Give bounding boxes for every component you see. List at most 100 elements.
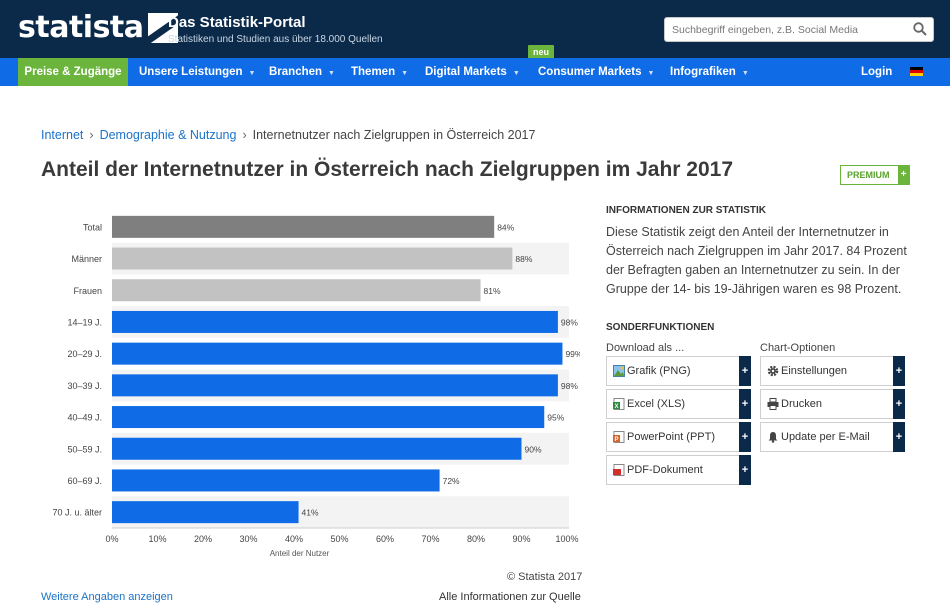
bar-chart: Total 84% Männer 88% Frauen 81% 14–19 J. 98% 20–… (52, 215, 580, 558)
bar (112, 342, 563, 365)
category-label: 60–69 J. (67, 476, 102, 486)
button-label: Update per E-Mail (781, 431, 870, 443)
category-label: Total (83, 222, 102, 232)
bell-icon (768, 432, 778, 443)
print-button[interactable]: Drucken + (760, 389, 905, 419)
breadcrumb-current: Internetnutzer nach Zielgruppen in Öster… (252, 128, 536, 142)
download-pdf-button[interactable]: PDF-Dokument + (606, 455, 751, 485)
nav-label: Branchen (269, 66, 323, 78)
new-badge: neu (528, 45, 555, 59)
nav-label: Unsere Leistungen (139, 66, 243, 78)
breadcrumb-demographie[interactable]: Demographie & Nutzung (99, 128, 237, 142)
bar (112, 501, 299, 524)
bar (112, 215, 495, 238)
button-label: Einstellungen (781, 365, 848, 377)
nav-item-preise[interactable]: Preise & Zugänge (18, 58, 128, 86)
svg-text:X: X (615, 404, 619, 410)
german-flag-icon[interactable] (910, 67, 923, 76)
gear-icon (767, 365, 779, 377)
x-tick-label: 70% (421, 534, 439, 544)
category-label: 40–49 J. (67, 413, 102, 423)
x-tick-label: 80% (467, 534, 485, 544)
bar (112, 406, 545, 429)
value-label: 95% (547, 413, 564, 423)
breadcrumb: Internet › Demographie & Nutzung › Internetn… (41, 128, 535, 142)
bar (112, 437, 522, 460)
chart-options-label: Chart-Optionen (760, 342, 836, 354)
x-tick-label: 20% (194, 534, 212, 544)
chart-copyright: © Statista 2017 (507, 571, 583, 583)
plus-icon: + (739, 455, 751, 485)
x-tick-label: 100% (555, 534, 578, 544)
printer-icon (767, 398, 779, 410)
value-label: 41% (302, 508, 319, 518)
value-label: 72% (443, 476, 460, 486)
info-text: Diese Statistik zeigt den Anteil der Int… (606, 225, 907, 296)
value-label: 81% (484, 286, 501, 296)
x-tick-label: 40% (285, 534, 303, 544)
caret-down-icon: ▼ (248, 70, 256, 77)
download-xls-button[interactable]: X Excel (XLS) + (606, 389, 751, 419)
x-tick-label: 10% (148, 534, 166, 544)
nav-item-consumer-markets[interactable]: Consumer Markets ▼ (538, 58, 654, 86)
value-label: 98% (561, 381, 578, 391)
image-icon (613, 365, 625, 377)
logo-mark-icon (147, 12, 178, 43)
pdf-icon (613, 464, 625, 476)
value-label: 84% (497, 222, 514, 232)
nav-item-infografiken[interactable]: Infografiken ▼ (670, 58, 749, 86)
category-label: Frauen (73, 286, 102, 296)
plus-icon: + (898, 166, 909, 184)
powerpoint-icon: P (613, 431, 625, 443)
plus-icon: + (739, 422, 751, 452)
search-input[interactable] (665, 18, 905, 41)
download-png-button[interactable]: Grafik (PNG) + (606, 356, 751, 386)
settings-button[interactable]: Einstellungen + (760, 356, 905, 386)
button-label: Grafik (PNG) (627, 365, 691, 377)
plus-icon: + (893, 356, 905, 386)
category-label: 14–19 J. (67, 317, 102, 327)
breadcrumb-separator: › (89, 128, 94, 142)
nav-item-branchen[interactable]: Branchen ▼ (269, 58, 335, 86)
caret-down-icon: ▼ (647, 70, 655, 77)
x-tick-label: 90% (512, 534, 530, 544)
bar (112, 374, 558, 397)
top-header: statista Das Statistik-Portal Statistike… (0, 0, 950, 59)
value-label: 88% (515, 254, 532, 264)
plus-icon: + (739, 356, 751, 386)
email-update-button[interactable]: Update per E-Mail + (760, 422, 905, 452)
nav-label: Digital Markets (425, 66, 507, 78)
portal-subtitle: Statistiken und Studien aus über 18.000 … (168, 34, 383, 45)
button-label: PowerPoint (PPT) (627, 431, 716, 443)
category-label: Männer (71, 254, 102, 264)
page-title: Anteil der Internetnutzer in Österreich … (41, 158, 734, 181)
excel-icon: X (613, 398, 625, 410)
statista-logo[interactable]: statista (18, 10, 178, 45)
source-link[interactable]: Alle Informationen zur Quelle (439, 591, 581, 603)
button-label: PDF-Dokument (627, 464, 703, 476)
premium-button[interactable]: PREMIUM + (840, 165, 910, 185)
category-label: 50–59 J. (67, 444, 102, 454)
info-heading: INFORMATIONEN ZUR STATISTIK (606, 205, 766, 216)
download-ppt-button[interactable]: P PowerPoint (PPT) + (606, 422, 751, 452)
nav-item-themen[interactable]: Themen ▼ (351, 58, 408, 86)
caret-down-icon: ▼ (328, 70, 335, 77)
search-icon[interactable] (913, 22, 927, 36)
portal-title: Das Statistik-Portal (168, 14, 306, 31)
breadcrumb-internet[interactable]: Internet (41, 128, 84, 142)
caret-down-icon: ▼ (741, 70, 749, 77)
nav-label: Preise & Zugänge (24, 66, 122, 78)
breadcrumb-separator: › (242, 128, 247, 142)
nav-item-digital-markets[interactable]: Digital Markets ▼ (425, 58, 520, 86)
download-label: Download als ... (606, 342, 685, 354)
x-tick-label: 30% (239, 534, 257, 544)
nav-item-leistungen[interactable]: Unsere Leistungen ▼ (139, 58, 255, 86)
x-tick-label: 60% (376, 534, 394, 544)
more-info-link[interactable]: Weitere Angaben anzeigen (41, 591, 173, 603)
sonder-heading: SONDERFUNKTIONEN (606, 322, 715, 333)
value-label: 98% (561, 317, 578, 327)
login-link[interactable]: Login (861, 66, 893, 78)
bar (112, 247, 513, 270)
main-nav: Preise & Zugänge Unsere Leistungen ▼ Bran… (0, 58, 950, 86)
category-label: 70 J. u. älter (52, 508, 102, 518)
